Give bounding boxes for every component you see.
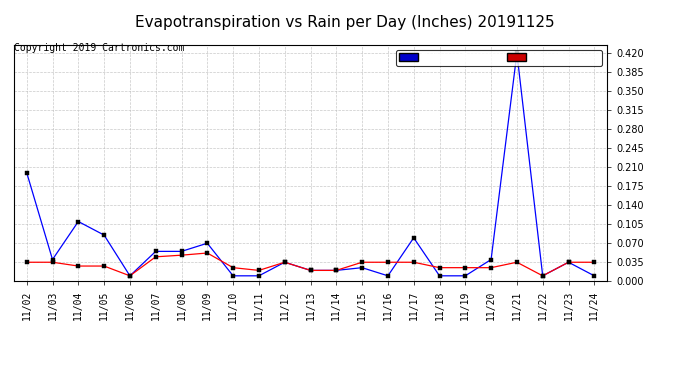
Text: Copyright 2019 Cartronics.com: Copyright 2019 Cartronics.com	[14, 43, 184, 53]
Text: Evapotranspiration vs Rain per Day (Inches) 20191125: Evapotranspiration vs Rain per Day (Inch…	[135, 15, 555, 30]
Legend: Rain  (Inches), ET  (Inches): Rain (Inches), ET (Inches)	[396, 50, 602, 66]
